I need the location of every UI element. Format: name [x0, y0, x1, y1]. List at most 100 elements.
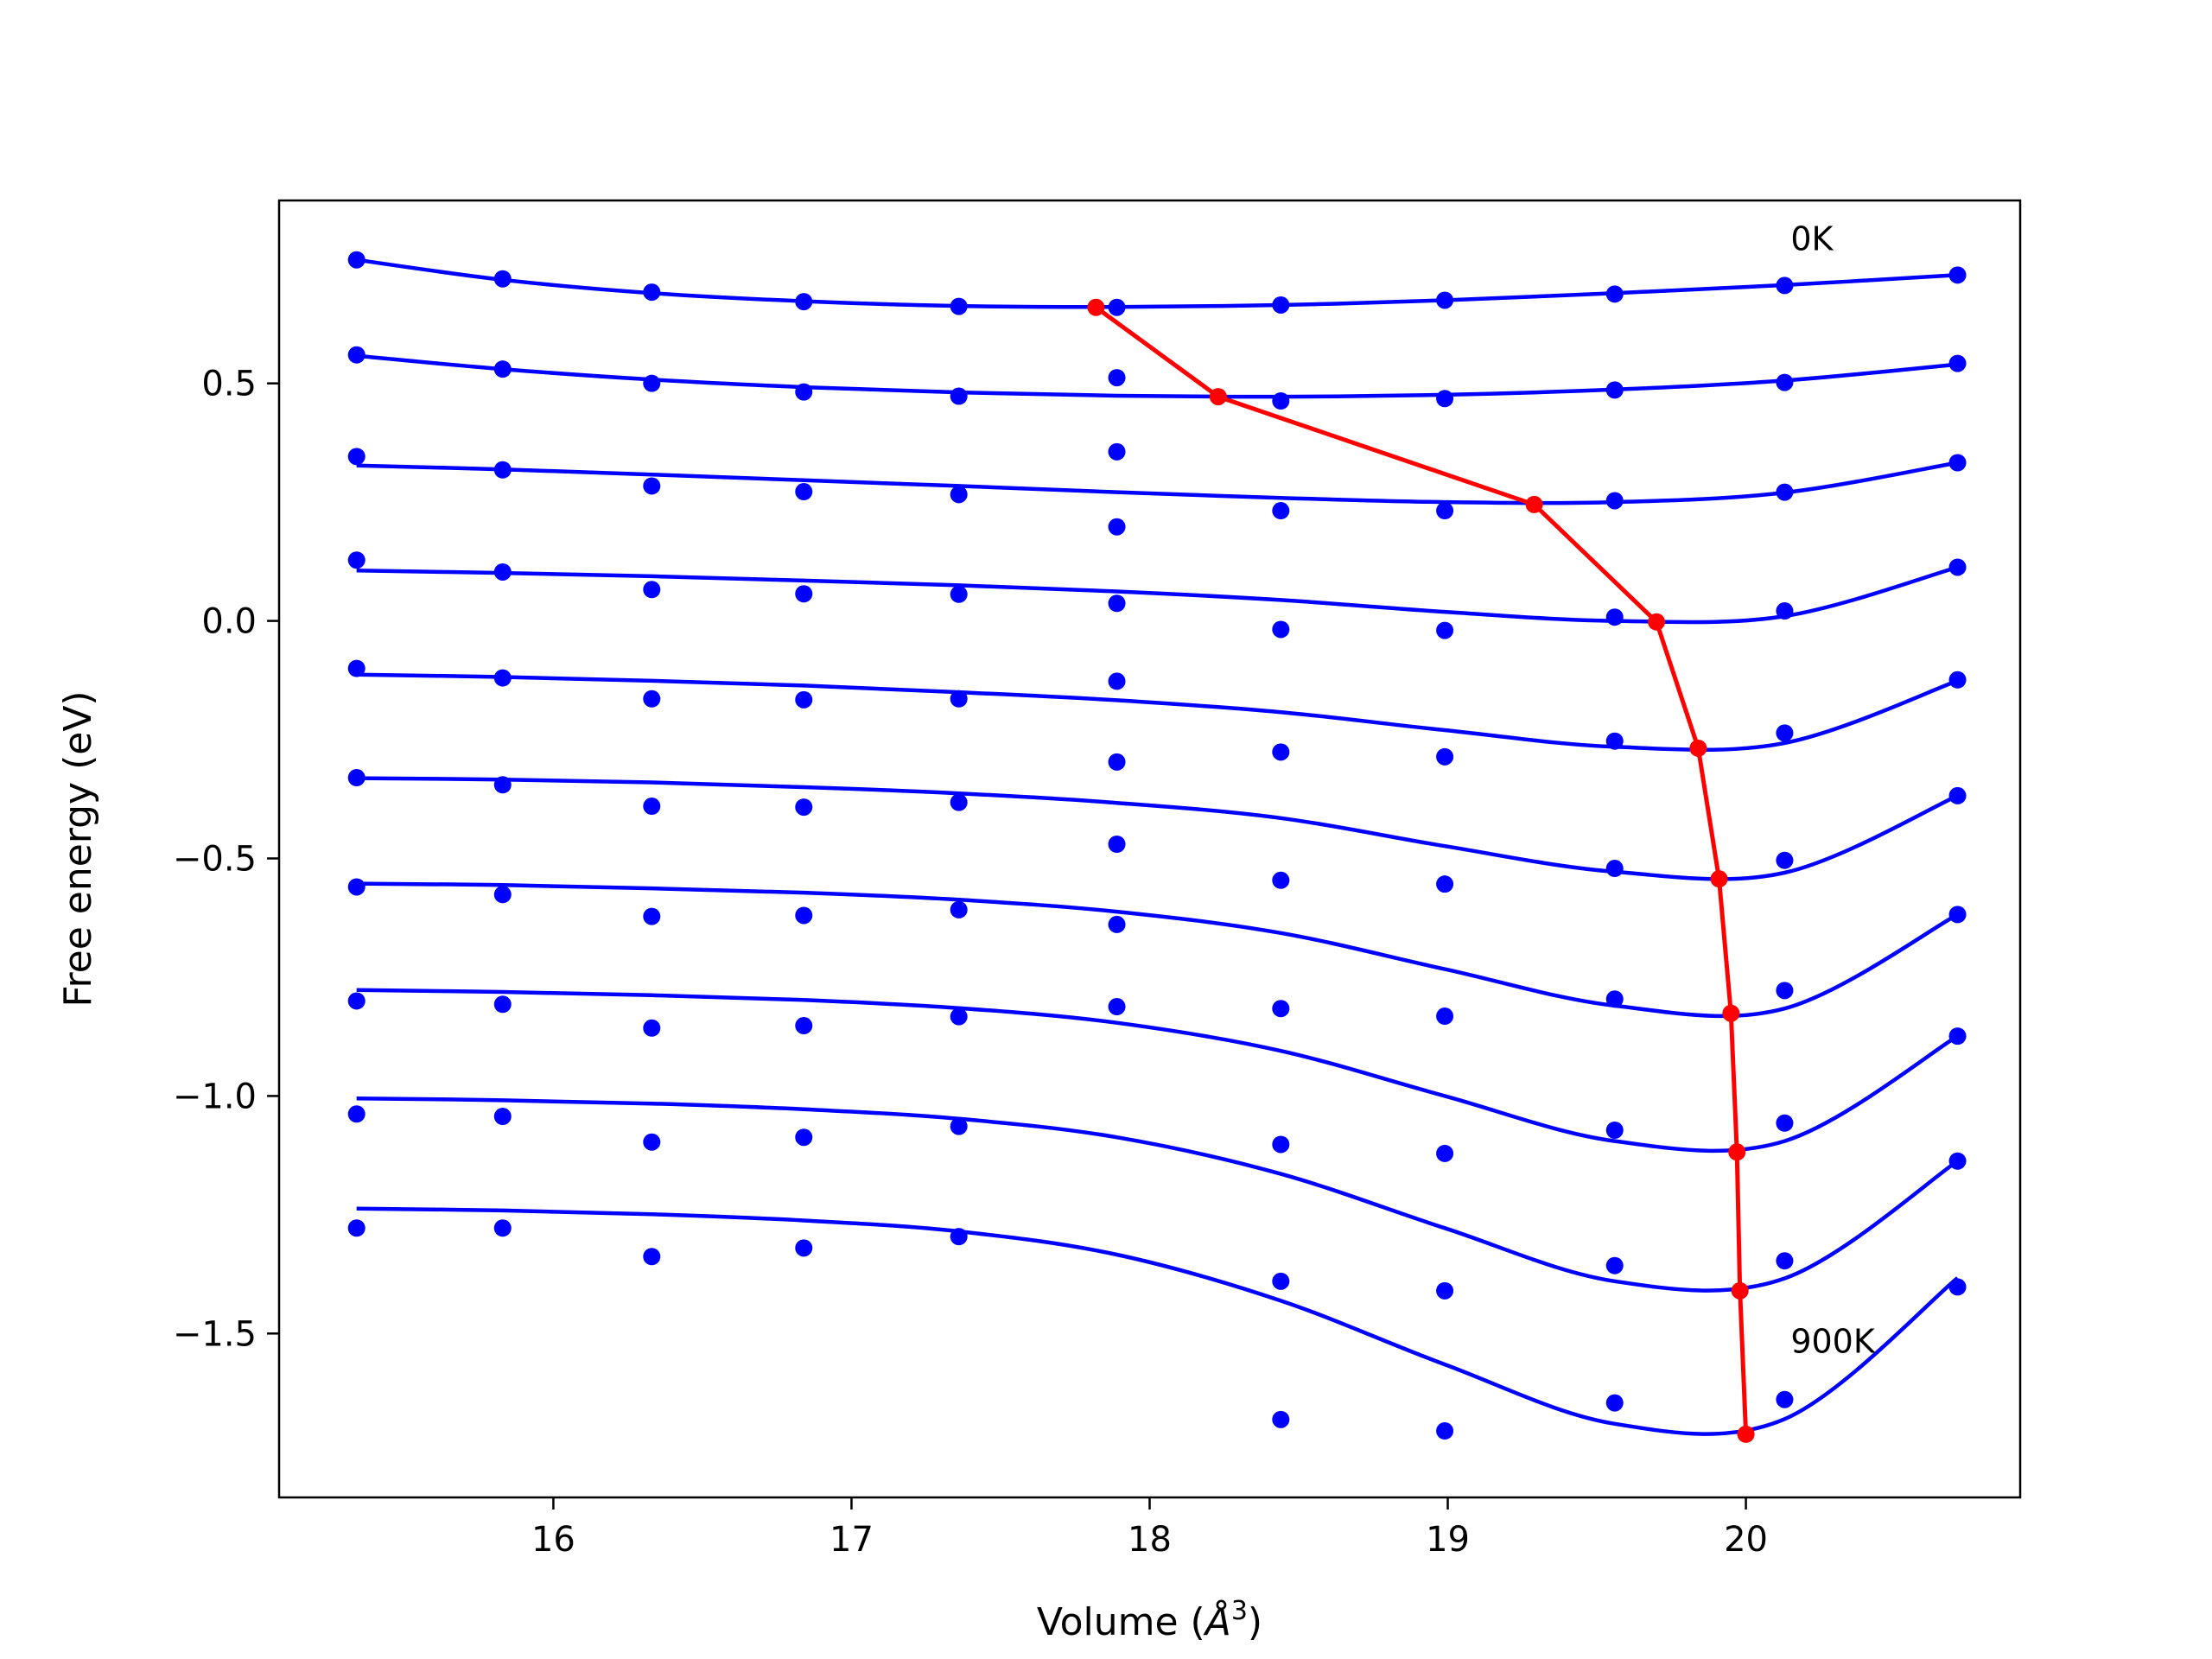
data-point	[1948, 558, 1967, 576]
data-point	[1436, 1007, 1454, 1026]
data-point	[950, 1117, 968, 1135]
data-point	[1108, 518, 1126, 536]
data-point	[1108, 594, 1126, 613]
data-point	[950, 690, 968, 708]
data-point	[950, 900, 968, 918]
data-point	[1948, 671, 1967, 689]
data-point	[643, 1019, 661, 1037]
data-point	[1436, 1281, 1454, 1300]
data-point	[1776, 982, 1794, 1000]
data-point	[1605, 381, 1624, 399]
data-points	[347, 251, 1967, 1440]
data-point	[795, 483, 813, 501]
fit-curve-9	[356, 1206, 1959, 1436]
data-point	[493, 563, 512, 581]
data-point	[795, 798, 813, 817]
data-point	[1948, 1278, 1967, 1296]
y-axis-ticks: −1.5 −1.0 −0.5 0.0 0.5	[173, 365, 279, 1354]
data-point	[795, 1239, 813, 1257]
data-point	[1776, 1252, 1794, 1270]
data-point	[1605, 1256, 1624, 1274]
x-tick-label: 18	[1128, 1520, 1172, 1560]
data-point	[1948, 906, 1967, 924]
data-point	[1776, 1390, 1794, 1408]
x-tick-label: 20	[1724, 1520, 1768, 1560]
data-point	[347, 1105, 365, 1123]
fit-curves	[356, 257, 1959, 1436]
data-point	[1436, 1144, 1454, 1162]
data-point	[347, 251, 365, 269]
data-point	[1776, 276, 1794, 295]
data-point	[795, 293, 813, 311]
data-point	[1436, 291, 1454, 309]
x-tick-label: 16	[531, 1520, 575, 1560]
data-point	[1272, 502, 1290, 520]
data-point	[347, 1219, 365, 1237]
data-point	[1108, 369, 1126, 387]
y-tick-label: −0.5	[173, 839, 257, 879]
data-point	[1272, 296, 1290, 314]
data-point	[643, 1133, 661, 1151]
data-point	[950, 793, 968, 811]
data-point	[1272, 871, 1290, 889]
fit-curve-8	[356, 1096, 1959, 1293]
data-point	[1108, 998, 1126, 1016]
data-point	[493, 1108, 512, 1126]
data-point	[950, 387, 968, 405]
y-axis-label: Free energy (eV)	[56, 690, 100, 1007]
data-point	[1605, 1121, 1624, 1139]
data-point	[1108, 753, 1126, 771]
data-point	[950, 297, 968, 315]
data-point	[1776, 483, 1794, 501]
data-point	[1776, 602, 1794, 620]
minima-point	[1710, 870, 1728, 888]
x-axis-label: Volume (Å3)	[1037, 1596, 1262, 1644]
data-point	[643, 283, 661, 302]
data-point	[1776, 851, 1794, 869]
fit-curve-4	[356, 672, 1959, 753]
data-point	[1605, 492, 1624, 510]
data-point	[1948, 786, 1967, 804]
data-point	[493, 995, 512, 1014]
data-point	[1776, 724, 1794, 742]
minima-point	[1728, 1143, 1746, 1161]
data-point	[1436, 1422, 1454, 1440]
data-point	[1272, 620, 1290, 639]
data-point	[1272, 743, 1290, 761]
data-point	[1605, 732, 1624, 750]
data-point	[1272, 1000, 1290, 1018]
data-point	[1272, 1135, 1290, 1154]
data-point	[1108, 298, 1126, 316]
data-point	[643, 581, 661, 599]
data-point	[950, 585, 968, 603]
annotation-label: 0K	[1790, 220, 1834, 258]
data-point	[1436, 390, 1454, 408]
fit-curve-2	[356, 461, 1958, 505]
data-point	[1108, 442, 1126, 461]
data-point	[1436, 502, 1454, 520]
data-point	[1605, 608, 1624, 626]
data-point	[1948, 266, 1967, 284]
minima-line	[1094, 305, 1749, 1435]
data-point	[795, 383, 813, 401]
data-point	[795, 585, 813, 603]
data-point	[1272, 1272, 1290, 1290]
y-tick-label: −1.0	[173, 1077, 257, 1116]
data-point	[643, 1248, 661, 1266]
data-point	[643, 798, 661, 816]
data-point	[347, 659, 365, 677]
x-axis-ticks: 16 17 18 19 20	[531, 1497, 1768, 1560]
y-tick-label: 0.5	[201, 365, 257, 404]
data-point	[795, 690, 813, 709]
minima-point	[1648, 613, 1666, 631]
x-tick-label: 17	[830, 1520, 874, 1560]
data-point	[1272, 392, 1290, 410]
data-point	[347, 551, 365, 569]
fit-curve-3	[356, 565, 1959, 625]
data-point	[643, 907, 661, 925]
data-point	[493, 270, 512, 288]
minima-point	[1689, 739, 1707, 757]
fit-curve-7	[356, 988, 1959, 1154]
